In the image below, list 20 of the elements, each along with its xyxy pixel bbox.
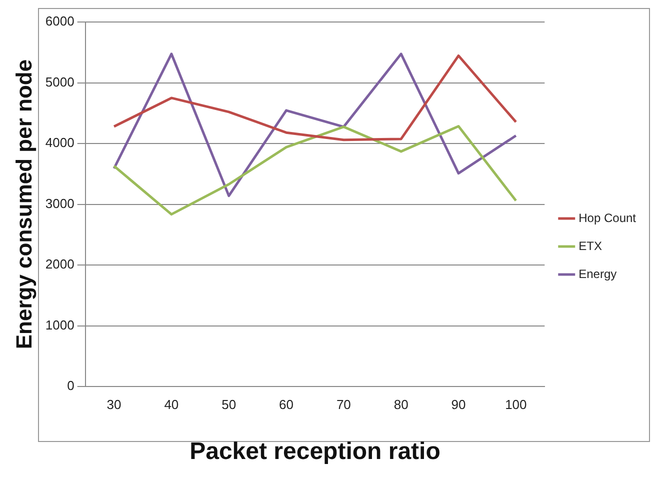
x-tick-label: 30 [106, 396, 122, 412]
y-axis-title: Energy consumed per node [11, 59, 36, 350]
x-axis-title: Packet reception ratio [190, 438, 440, 466]
y-tick-label: 2000 [45, 256, 74, 272]
legend-label: Energy [578, 266, 617, 281]
y-tick-label: 5000 [45, 74, 74, 90]
y-tick-label: 3000 [45, 196, 74, 211]
y-tick-label: 6000 [45, 14, 74, 29]
x-tick-label: 70 [336, 396, 351, 412]
legend-label: ETX [578, 238, 602, 253]
x-tick-label: 60 [279, 396, 294, 412]
x-tick-label: 100 [505, 396, 527, 412]
x-tick-label: 90 [451, 396, 466, 412]
x-tick-label: 50 [222, 396, 236, 412]
y-tick-label: 1000 [45, 317, 74, 332]
x-tick-label: 40 [164, 396, 179, 412]
x-tick-label: 80 [394, 396, 408, 412]
y-tick-label: 4000 [45, 135, 74, 150]
y-tick-label: 0 [67, 378, 74, 394]
legend-label: Hop Count [578, 210, 637, 225]
